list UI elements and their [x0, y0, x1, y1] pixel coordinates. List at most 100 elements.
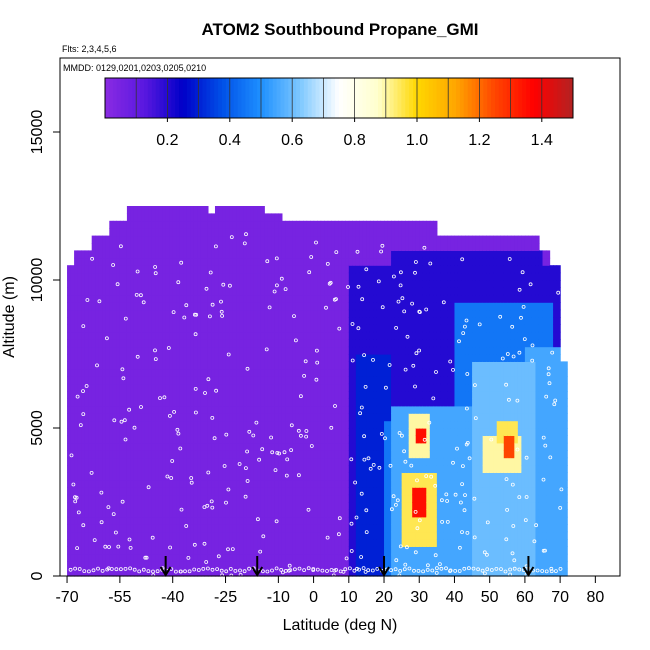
- heatmap-cell: [200, 561, 205, 570]
- heatmap-cell: [190, 442, 195, 451]
- heatmap-cell: [123, 228, 128, 237]
- heatmap-cell: [415, 553, 420, 562]
- heatmap-cell: [327, 287, 332, 296]
- heatmap-cell: [232, 250, 237, 259]
- heatmap-cell: [278, 257, 283, 266]
- heatmap-cell: [345, 435, 350, 444]
- heatmap-cell: [331, 487, 336, 496]
- heatmap-cell: [429, 553, 434, 562]
- heatmap-cell: [88, 546, 93, 555]
- heatmap-cell: [130, 398, 135, 407]
- heatmap-cell: [324, 354, 329, 362]
- heatmap-cell: [218, 243, 223, 251]
- heatmap-cell: [334, 383, 339, 392]
- heatmap-cell: [148, 405, 153, 414]
- heatmap-cell: [384, 324, 389, 333]
- heatmap-cell: [190, 228, 195, 237]
- heatmap-cell: [260, 287, 265, 296]
- heatmap-cell: [299, 561, 304, 570]
- heatmap-cell: [232, 457, 237, 466]
- heatmap-cell: [352, 450, 357, 459]
- heatmap-cell: [264, 428, 269, 436]
- heatmap-cell: [236, 516, 241, 525]
- heatmap-cell: [222, 317, 227, 325]
- heatmap-cell: [331, 324, 336, 333]
- heatmap-cell: [162, 524, 167, 533]
- heatmap-cell: [341, 250, 346, 259]
- heatmap-cell: [369, 553, 375, 562]
- heatmap-cell: [77, 309, 82, 318]
- heatmap-cell: [295, 509, 301, 518]
- heatmap-cell: [214, 250, 220, 259]
- heatmap-cell: [190, 465, 195, 473]
- heatmap-cell: [190, 494, 195, 503]
- heatmap-cell: [229, 213, 234, 222]
- heatmap-cell: [376, 568, 382, 577]
- heatmap-cell: [426, 324, 431, 333]
- heatmap-cell: [376, 457, 382, 466]
- heatmap-cell: [306, 487, 311, 496]
- heatmap-cell: [225, 317, 230, 325]
- heatmap-cell: [239, 405, 244, 414]
- heatmap-cell: [236, 472, 241, 481]
- heatmap-cell: [246, 361, 251, 370]
- heatmap-cell: [211, 324, 216, 333]
- heatmap-cell: [112, 502, 117, 510]
- heatmap-cell: [236, 302, 241, 311]
- heatmap-cell: [74, 435, 79, 444]
- heatmap-cell: [190, 472, 195, 481]
- heatmap-cell: [218, 280, 223, 288]
- heatmap-cell: [303, 405, 308, 414]
- heatmap-cell: [338, 539, 343, 547]
- heatmap-cell: [225, 502, 230, 510]
- heatmap-cell: [144, 368, 149, 377]
- heatmap-cell: [366, 524, 371, 533]
- heatmap-cell: [116, 457, 121, 466]
- heatmap-cell: [116, 502, 121, 510]
- heatmap-cell: [338, 442, 343, 451]
- heatmap-cell: [105, 531, 110, 540]
- heatmap-cell: [126, 368, 132, 377]
- heatmap-cell: [112, 220, 117, 229]
- heatmap-cell: [112, 405, 117, 414]
- heatmap-cell: [112, 280, 117, 288]
- heatmap-cell: [186, 228, 191, 237]
- heatmap-cell: [133, 280, 139, 288]
- heatmap-cell: [313, 294, 318, 303]
- heatmap-cell: [271, 383, 276, 392]
- heatmap-cell: [415, 302, 420, 311]
- heatmap-cell: [141, 302, 146, 311]
- heatmap-cell: [207, 524, 213, 533]
- heatmap-cell: [137, 457, 142, 466]
- heatmap-cell: [158, 465, 163, 473]
- heatmap-cell: [260, 435, 265, 444]
- heatmap-cell: [162, 272, 167, 281]
- heatmap-cell: [141, 487, 146, 496]
- heatmap-cell: [292, 331, 297, 340]
- heatmap-cell: [327, 531, 332, 540]
- heatmap-cell: [172, 398, 177, 407]
- heatmap-cell: [193, 546, 198, 555]
- heatmap-cell: [144, 280, 149, 288]
- heatmap-cell: [172, 413, 177, 422]
- heatmap-cell: [239, 450, 244, 459]
- heatmap-cell: [225, 368, 230, 377]
- heatmap-cell: [380, 346, 385, 355]
- heatmap-cell: [310, 287, 315, 296]
- heatmap-cell: [398, 383, 403, 392]
- heatmap-cell: [141, 420, 146, 429]
- heatmap-cell: [151, 361, 156, 370]
- heatmap-cell: [355, 546, 360, 555]
- heatmap-cell: [239, 398, 244, 407]
- heatmap-cell: [130, 457, 135, 466]
- heatmap-cell: [222, 354, 227, 362]
- heatmap-cell: [207, 213, 213, 222]
- heatmap-cell: [324, 435, 329, 444]
- heatmap-cell: [281, 398, 287, 407]
- heatmap-cell: [334, 413, 339, 422]
- heatmap-cell: [102, 354, 107, 362]
- heatmap-cell: [158, 243, 163, 251]
- heatmap-cell: [285, 509, 290, 518]
- heatmap-cell: [253, 228, 258, 237]
- heatmap-cell: [391, 354, 396, 362]
